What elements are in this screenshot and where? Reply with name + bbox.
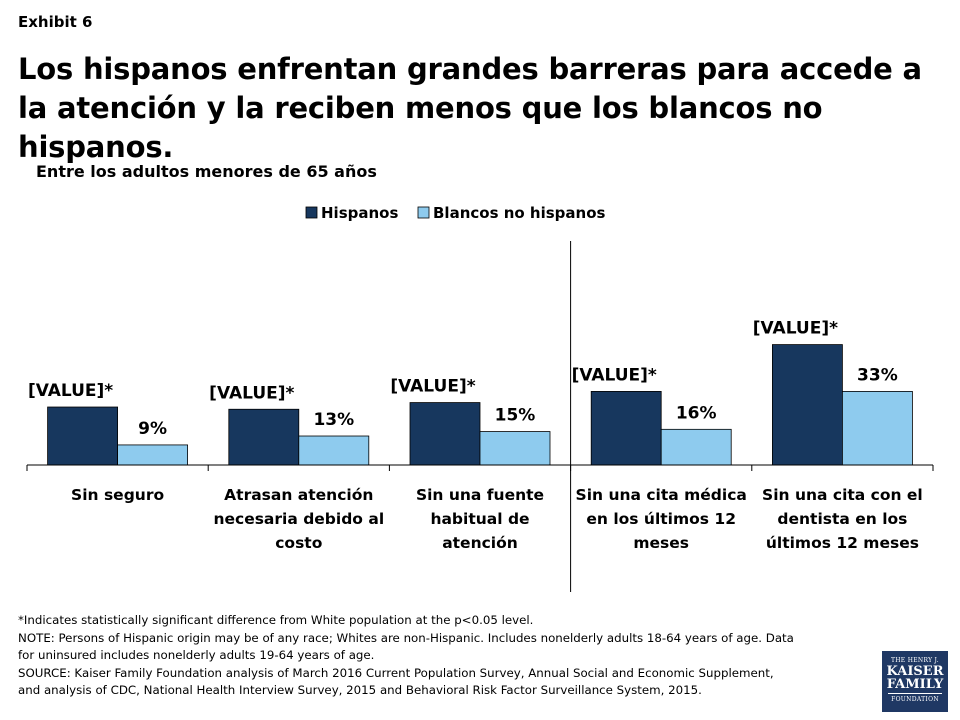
category-label-5-line-2: dentista en los — [777, 510, 907, 528]
data-label-hispanos-1: [VALUE]* — [28, 381, 113, 401]
data-label-hispanos-2: [VALUE]* — [209, 383, 294, 403]
note-line-2: for uninsured includes nonelderly adults… — [18, 648, 375, 662]
bar-blancos-1 — [117, 444, 188, 466]
source-line-1: SOURCE: Kaiser Family Foundation analysi… — [18, 665, 774, 680]
chart-subtitle: Entre los adultos menores de 65 años — [36, 162, 377, 181]
logo-rule — [888, 693, 942, 694]
category-label-3-line-3: atención — [442, 534, 518, 552]
bar-blancos-3 — [479, 431, 551, 466]
category-label-1-line-1: Sin seguro — [71, 486, 164, 504]
data-label-blancos-1: 9% — [138, 419, 167, 439]
category-label-2-line-3: costo — [275, 534, 322, 552]
legend-swatch-2 — [417, 206, 430, 219]
bar-chart: Hispanos Blancos no hispanos [VALUE]* 9% Sin… — [26, 204, 934, 592]
category-label-3-line-2: habitual de — [430, 510, 529, 528]
logo-line-1: THE HENRY J. — [890, 657, 940, 664]
logo-line-4: FOUNDATION — [891, 696, 939, 703]
legend-label-1: Hispanos — [321, 204, 398, 222]
significance-note: *Indicates statistically significant dif… — [18, 613, 534, 627]
bar-blancos-5 — [842, 391, 913, 466]
kff-logo: THE HENRY J. KAISER FAMILY FOUNDATION — [882, 651, 948, 712]
footnotes: *Indicates statistically significant dif… — [18, 612, 878, 700]
logo-line-2: KAISER — [886, 664, 944, 679]
category-label-4-line-2: en los últimos 12 — [586, 510, 736, 528]
category-label-5-line-1: Sin una cita con el — [762, 486, 923, 504]
data-label-blancos-4: 16% — [676, 403, 717, 423]
exhibit-label: Exhibit 6 — [18, 13, 93, 31]
bar-hispanos-3 — [409, 402, 481, 466]
category-label-2-line-1: Atrasan atención — [224, 486, 373, 504]
data-label-hispanos-4: [VALUE]* — [572, 365, 657, 385]
category-label-5-line-3: últimos 12 meses — [766, 534, 919, 552]
note-line-1: NOTE: Persons of Hispanic origin may be … — [18, 630, 794, 645]
data-label-hispanos-5: [VALUE]* — [753, 319, 838, 339]
source-line-2: and analysis of CDC, National Health Int… — [18, 683, 702, 697]
legend-label-2: Blancos no hispanos — [433, 204, 606, 222]
chart-title: Los hispanos enfrentan grandes barreras … — [18, 52, 922, 164]
bar-hispanos-4 — [590, 391, 662, 466]
data-label-blancos-3: 15% — [495, 406, 536, 426]
bar-hispanos-2 — [228, 408, 300, 466]
logo-line-3: FAMILY — [886, 677, 944, 692]
data-label-blancos-5: 33% — [857, 365, 898, 385]
bar-blancos-2 — [298, 435, 370, 466]
bar-blancos-4 — [660, 428, 732, 466]
data-label-blancos-2: 13% — [313, 410, 354, 430]
bar-hispanos-5 — [772, 344, 843, 466]
category-label-2-line-2: necesaria debido al — [213, 510, 384, 528]
legend-swatch-1 — [305, 206, 318, 219]
bar-hispanos-1 — [47, 406, 118, 466]
data-label-hispanos-3: [VALUE]* — [390, 377, 475, 397]
category-label-3-line-1: Sin una fuente — [416, 486, 544, 504]
category-label-4-line-3: meses — [633, 534, 689, 552]
category-label-4-line-1: Sin una cita médica — [576, 486, 747, 504]
